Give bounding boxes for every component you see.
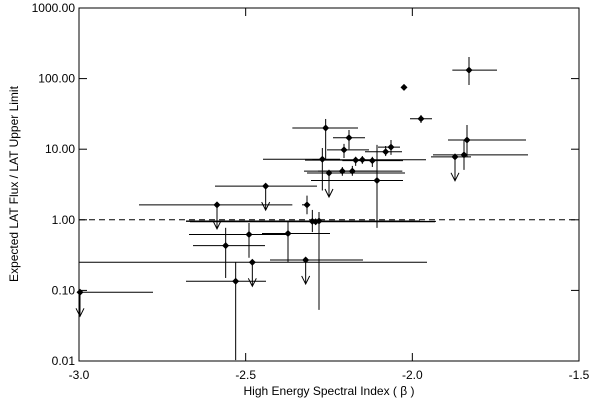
y-tick-label: 10.00 [45,142,75,156]
point [322,124,330,132]
point [284,229,292,237]
x-tick-label: -3.0 [69,368,90,382]
point [400,83,408,91]
y-tick-label: 1.00 [52,213,76,227]
point [340,146,348,154]
point [232,277,240,285]
point [262,182,270,190]
upper-limit-arrow [212,204,222,230]
point [417,115,425,123]
point [312,218,320,226]
point [348,167,356,175]
y-axis-title: Expected LAT Flux / LAT Upper Limit [7,85,21,282]
point [248,258,256,266]
upper-limit-arrow [261,186,271,212]
point [382,148,390,156]
upper-limit-arrow [247,262,257,288]
y-tick-label: 100.00 [38,72,75,86]
plot-frame [78,7,580,362]
point [465,66,473,74]
point [451,153,459,161]
point [325,169,333,177]
y-tick-label: 0.10 [52,283,76,297]
y-tick-label: 0.01 [52,354,76,368]
upper-limit-arrow [301,259,311,286]
x-tick-label: -2.5 [235,368,256,382]
point [76,288,84,296]
point [222,242,230,250]
upper-limit-arrow [324,173,334,199]
x-tick-label: -2.0 [402,368,423,382]
y-tick-label: 1000.00 [32,1,76,15]
point [460,151,468,159]
point [387,143,395,151]
point [303,201,311,209]
point [245,230,253,238]
x-tick-label: -1.5 [569,368,590,382]
point [463,136,471,144]
x-axis-title: High Energy Spectral Index ( β ) [244,384,415,398]
point [318,155,326,163]
upper-limit-arrow [450,156,460,182]
point [302,256,310,264]
point [345,134,353,142]
upper-limit-arrow [75,292,85,318]
point [213,201,221,209]
point [373,177,381,185]
point [368,157,376,165]
